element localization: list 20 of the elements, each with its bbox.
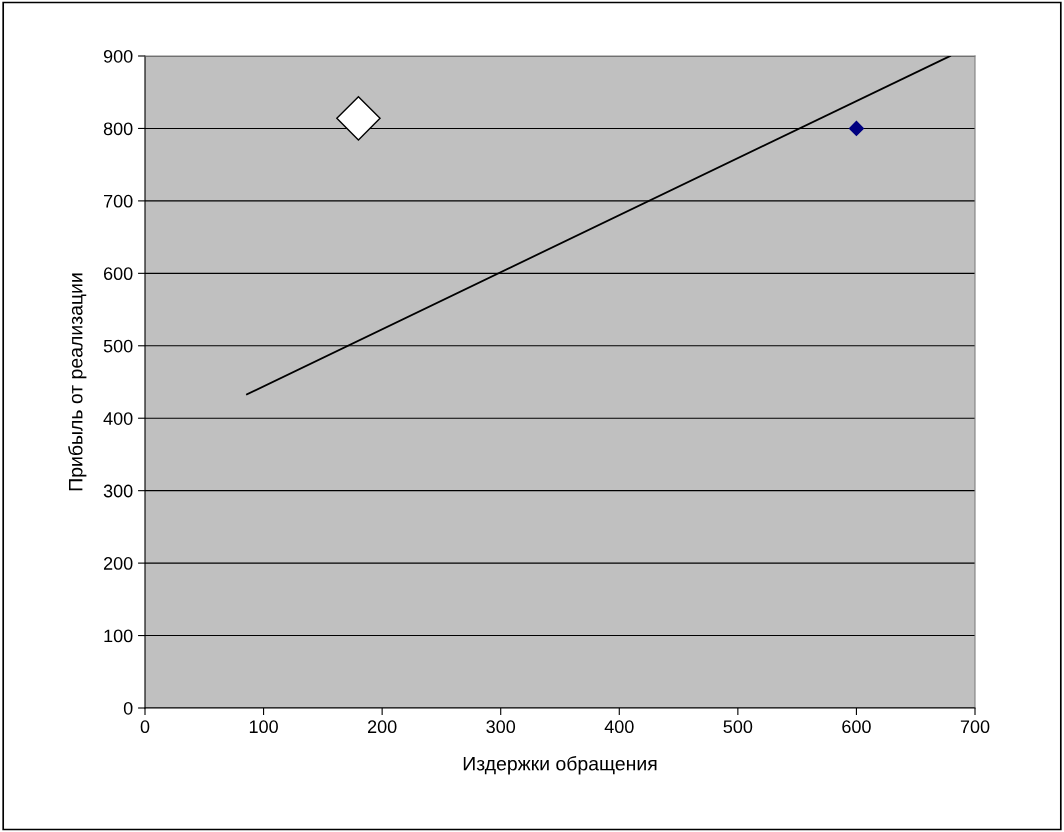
y-tick-label: 200	[103, 557, 133, 570]
y-tick-label: 700	[104, 194, 133, 208]
y-tick-label: 800	[103, 122, 133, 136]
y-tick-label: 100	[104, 629, 133, 643]
y-tick-label: 600	[103, 267, 133, 281]
y-tick-label: 0	[123, 701, 133, 715]
y-tick-label: 300	[103, 484, 133, 498]
x-tick-label: 100	[249, 720, 278, 734]
x-tick-label: 300	[486, 720, 516, 734]
y-tick-label: 900	[103, 49, 133, 63]
x-tick-label: 0	[140, 720, 150, 734]
x-tick-label: 500	[723, 720, 753, 734]
x-tick-label: 400	[604, 720, 634, 734]
y-tick-label: 500	[103, 339, 133, 353]
x-tick-label: 200	[367, 720, 397, 734]
y-axis-title: Прибыль от реализации	[68, 273, 87, 491]
x-tick-label: 600	[842, 720, 871, 734]
x-tick-label: 700	[960, 720, 990, 734]
x-axis-title: Издержки обращения	[463, 756, 657, 775]
y-tick-label: 400	[103, 412, 133, 425]
